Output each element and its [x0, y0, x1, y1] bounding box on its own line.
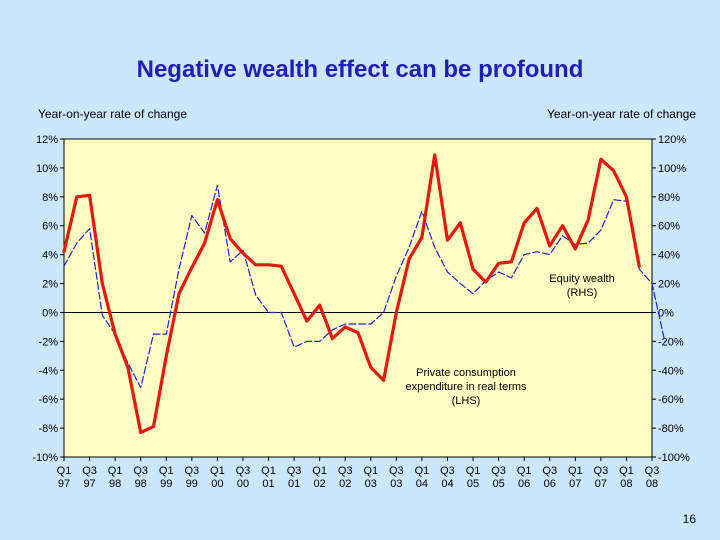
left-tick-label: -8%	[38, 423, 58, 435]
x-tick-year: 04	[441, 478, 453, 490]
x-tick-quarter: Q3	[184, 465, 199, 477]
x-tick-quarter: Q3	[542, 465, 557, 477]
x-tick-quarter: Q3	[287, 465, 302, 477]
x-tick-quarter: Q3	[645, 465, 660, 477]
x-tick-quarter: Q1	[466, 465, 481, 477]
left-tick-label: -2%	[38, 336, 58, 348]
consumption-annotation: expenditure in real terms	[405, 381, 527, 393]
right-tick-label: 20%	[658, 279, 680, 291]
x-tick-quarter: Q3	[82, 465, 97, 477]
x-tick-quarter: Q3	[133, 465, 148, 477]
x-tick-year: 00	[237, 478, 249, 490]
x-tick-quarter: Q1	[108, 465, 123, 477]
right-tick-label: 80%	[658, 192, 680, 204]
x-tick-quarter: Q3	[440, 465, 455, 477]
x-tick-year: 06	[544, 478, 556, 490]
left-tick-label: 0%	[42, 307, 58, 319]
right-tick-label: -100%	[658, 452, 690, 464]
left-tick-label: 4%	[42, 250, 58, 262]
left-axis-title: Year-on-year rate of change	[38, 107, 187, 121]
x-tick-quarter: Q1	[619, 465, 634, 477]
left-tick-label: 12%	[36, 134, 58, 146]
x-tick-quarter: Q3	[491, 465, 506, 477]
right-tick-label: -60%	[658, 394, 684, 406]
x-tick-quarter: Q1	[415, 465, 430, 477]
left-tick-label: -10%	[32, 452, 58, 464]
x-tick-year: 98	[109, 478, 121, 490]
x-tick-quarter: Q1	[517, 465, 532, 477]
right-tick-label: 0%	[658, 307, 674, 319]
x-tick-year: 02	[314, 478, 326, 490]
x-tick-year: 07	[595, 478, 607, 490]
x-tick-year: 99	[160, 478, 172, 490]
right-tick-label: 100%	[658, 163, 686, 175]
x-tick-year: 03	[390, 478, 402, 490]
equity-wealth-line	[63, 184, 666, 389]
equity-annotation: Equity wealth	[549, 273, 614, 285]
x-tick-quarter: Q1	[57, 465, 72, 477]
x-tick-year: 97	[83, 478, 95, 490]
right-tick-label: -80%	[658, 423, 684, 435]
right-tick-label: 40%	[658, 250, 680, 262]
right-tick-label: -40%	[658, 365, 684, 377]
x-tick-year: 05	[467, 478, 479, 490]
x-tick-quarter: Q1	[363, 465, 378, 477]
x-tick-quarter: Q3	[389, 465, 404, 477]
x-tick-year: 98	[135, 478, 147, 490]
x-tick-year: 97	[58, 478, 70, 490]
left-tick-label: 6%	[42, 221, 58, 233]
x-tick-quarter: Q3	[594, 465, 609, 477]
left-tick-label: -6%	[38, 394, 58, 406]
consumption-line	[62, 153, 641, 434]
x-tick-quarter: Q3	[338, 465, 353, 477]
right-tick-label: 120%	[658, 134, 686, 146]
equity-annotation: (RHS)	[567, 287, 598, 299]
plot-area	[63, 138, 653, 458]
right-axis-title: Year-on-year rate of change	[547, 107, 696, 121]
x-tick-year: 07	[569, 478, 581, 490]
x-tick-year: 06	[518, 478, 530, 490]
x-tick-year: 99	[186, 478, 198, 490]
x-tick-quarter: Q1	[261, 465, 276, 477]
consumption-annotation: Private consumption	[416, 367, 516, 379]
left-tick-label: 8%	[42, 192, 58, 204]
slide-number: 16	[682, 512, 696, 526]
x-tick-quarter: Q1	[159, 465, 174, 477]
x-tick-year: 08	[620, 478, 632, 490]
x-tick-year: 05	[492, 478, 504, 490]
x-tick-quarter: Q1	[568, 465, 583, 477]
x-tick-year: 01	[262, 478, 274, 490]
page-title: Negative wealth effect can be profound	[136, 56, 584, 83]
left-tick-label: 10%	[36, 163, 58, 175]
x-tick-year: 00	[211, 478, 223, 490]
x-tick-quarter: Q1	[312, 465, 327, 477]
right-tick-label: -20%	[658, 336, 684, 348]
right-tick-label: 60%	[658, 221, 680, 233]
x-tick-year: 03	[365, 478, 377, 490]
left-tick-label: 2%	[42, 279, 58, 291]
x-tick-quarter: Q3	[236, 465, 251, 477]
x-tick-year: 01	[288, 478, 300, 490]
x-tick-year: 08	[646, 478, 658, 490]
x-tick-quarter: Q1	[210, 465, 225, 477]
left-tick-label: -4%	[38, 365, 58, 377]
x-tick-year: 04	[416, 478, 428, 490]
consumption-annotation: (LHS)	[452, 395, 481, 407]
x-tick-year: 02	[339, 478, 351, 490]
